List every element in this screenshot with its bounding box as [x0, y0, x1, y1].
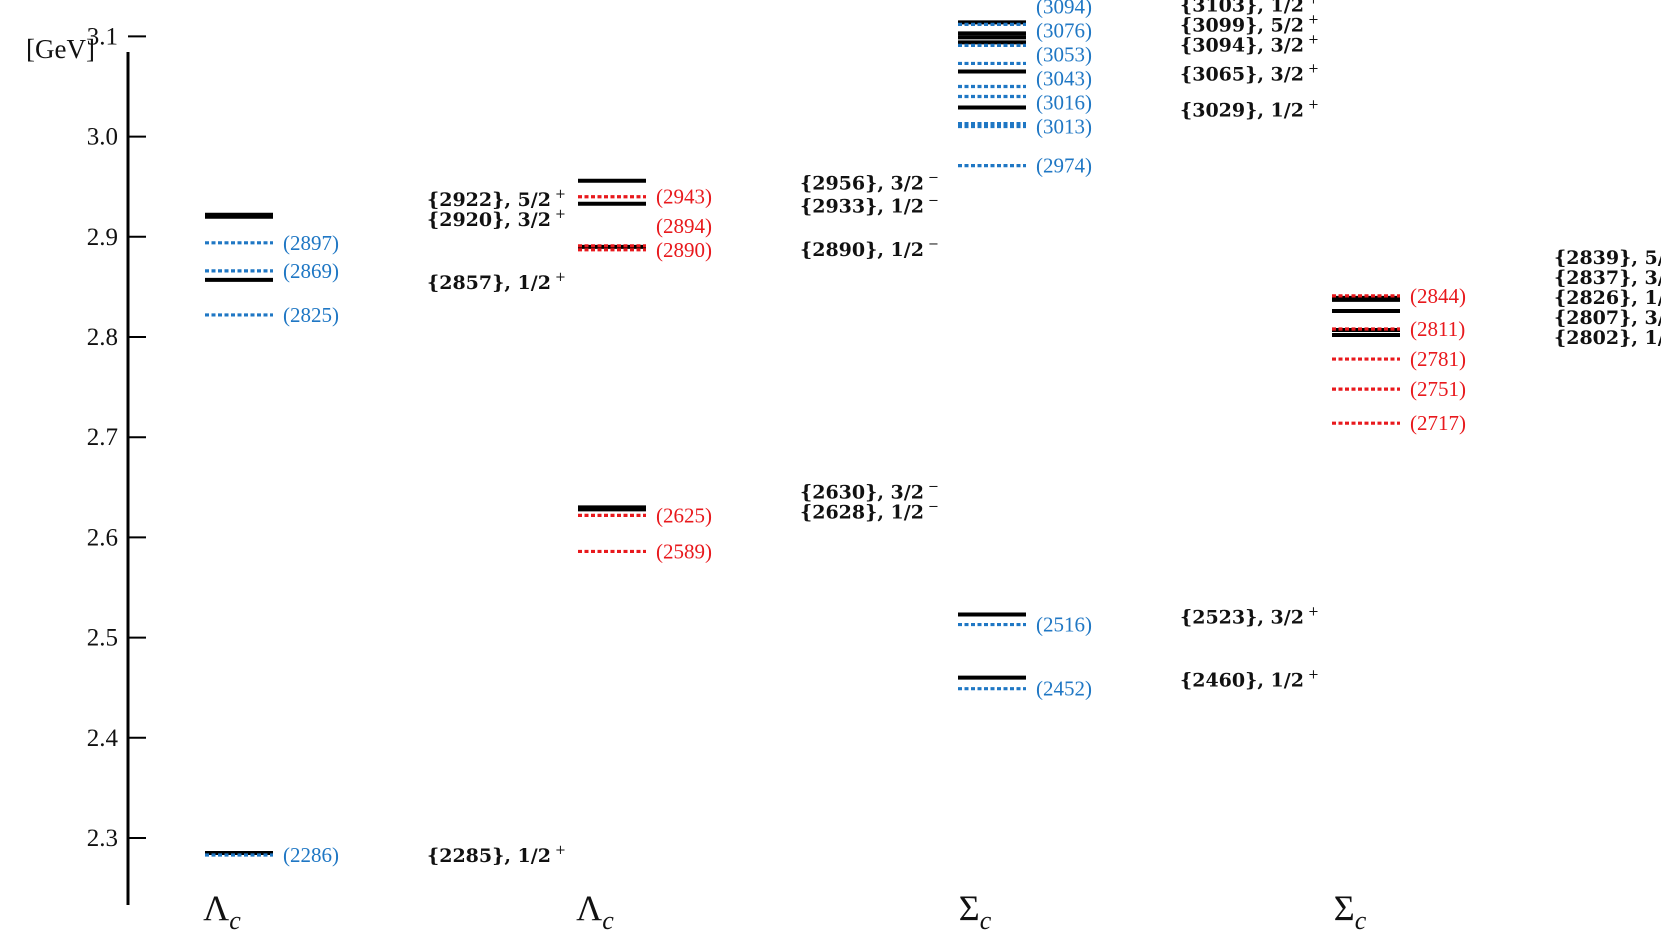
dashed-mass-label: (2844) — [1410, 284, 1466, 308]
y-axis-unit: [GeV] — [26, 34, 95, 64]
solid-state-label: {3099}, 5/2 + — [1180, 12, 1319, 36]
y-tick-label: 2.5 — [87, 625, 118, 652]
y-tick-label: 2.8 — [87, 324, 118, 351]
solid-state-label: {2933}, 1/2− — [800, 194, 939, 218]
solid-state-label: {2839}, 5/2− — [1554, 245, 1661, 269]
y-tick-label: 2.6 — [87, 524, 118, 551]
dashed-mass-label: (2974) — [1036, 154, 1092, 178]
solid-state-label: {3029}, 1/2 + — [1180, 98, 1319, 122]
solid-state-label: {3065}, 3/2 + — [1180, 61, 1319, 85]
dashed-mass-label: (2811) — [1410, 317, 1465, 341]
dashed-mass-label: (2897) — [283, 231, 339, 255]
dashed-mass-label: (2589) — [656, 539, 712, 563]
level-labels: (2286) (2825) (2869) (2897) {2285}, 1/2 + {285… — [283, 0, 1661, 867]
solid-state-label: {2285}, 1/2 + — [427, 843, 566, 867]
solid-state-label: {2523}, 3/2 + — [1180, 605, 1319, 629]
solid-state-label: {2922}, 5/2 + — [427, 187, 566, 211]
dashed-mass-label: (2625) — [656, 503, 712, 527]
dashed-mass-label: (2869) — [283, 259, 339, 283]
column-label: Λc — [576, 888, 614, 934]
solid-state-label: {2460}, 1/2 + — [1180, 668, 1319, 692]
dashed-mass-label: (3016) — [1036, 91, 1092, 115]
solid-state-label: {2890}, 1/2− — [800, 237, 939, 261]
dashed-mass-label: (2751) — [1410, 377, 1466, 401]
dashed-mass-label: (2890) — [656, 238, 712, 262]
dashed-mass-label: (2825) — [283, 303, 339, 327]
dashed-mass-label: (2943) — [656, 185, 712, 209]
solid-state-label: {2956}, 3/2− — [800, 171, 939, 195]
column-labels: Λc Λc Σc Σc — [203, 888, 1367, 934]
dashed-mass-label: (2717) — [1410, 411, 1466, 435]
y-tick-label: 2.7 — [87, 424, 118, 451]
dashed-mass-label: (2286) — [283, 843, 339, 867]
dashed-mass-label: (3094) — [1036, 0, 1092, 19]
solid-state-label: {2807}, 3/2− — [1554, 305, 1661, 329]
solid-state-label: {2802}, 1/2− — [1554, 325, 1661, 349]
y-tick-label: 3.1 — [87, 23, 118, 50]
dashed-mass-label: (2894) — [656, 214, 712, 238]
dashed-mass-label: (2781) — [1410, 347, 1466, 371]
dashed-mass-label: (2452) — [1036, 677, 1092, 701]
solid-state-label: {2628}, 1/2− — [800, 499, 939, 523]
column-label: Σc — [959, 888, 992, 934]
solid-state-label: {2857}, 1/2 + — [427, 270, 566, 294]
y-axis: 2.3 2.4 2.5 2.6 2.7 2.8 2.9 3.0 3.1 — [87, 23, 146, 905]
solid-state-label: {3094}, 3/2 + — [1180, 32, 1319, 56]
column-label: Σc — [1334, 888, 1367, 934]
solid-state-label: {2826}, 1/2− — [1554, 285, 1661, 309]
dashed-mass-label: (3076) — [1036, 19, 1092, 43]
dashed-mass-label: (3043) — [1036, 67, 1092, 91]
solid-state-label: {2837}, 3/2− — [1554, 265, 1661, 289]
dashed-mass-label: (3053) — [1036, 43, 1092, 67]
y-tick-label: 2.3 — [87, 825, 118, 852]
y-tick-label: 2.4 — [87, 725, 119, 752]
solid-state-label: {2920}, 3/2 + — [427, 207, 566, 231]
dashed-mass-label: (3013) — [1036, 115, 1092, 139]
y-tick-label: 2.9 — [87, 224, 118, 251]
y-tick-label: 3.0 — [87, 124, 118, 151]
column-label: Λc — [203, 888, 241, 934]
solid-state-label: {3103}, 1/2+ — [1180, 0, 1319, 16]
level-lines — [205, 20, 1400, 857]
solid-state-label: {2630}, 3/2− — [800, 479, 939, 503]
dashed-mass-label: (2516) — [1036, 613, 1092, 637]
